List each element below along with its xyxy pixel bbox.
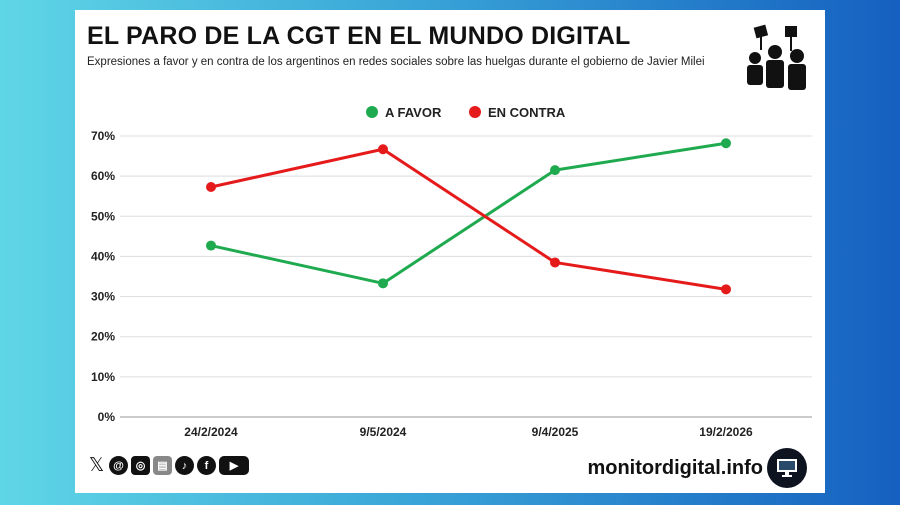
threads-icon[interactable]: @ <box>109 456 128 475</box>
site-url[interactable]: monitordigital.info <box>587 457 763 479</box>
y-tick-label: 20% <box>91 330 115 344</box>
legend-marker <box>366 106 378 118</box>
newsletter-icon[interactable]: ▤ <box>153 456 172 475</box>
y-tick-label: 50% <box>91 209 115 223</box>
x-icon[interactable]: 𝕏 <box>88 455 105 476</box>
data-point <box>721 138 731 149</box>
series-line-a-favor <box>210 141 727 285</box>
protest-icon <box>747 24 806 90</box>
legend-marker <box>469 106 481 118</box>
data-point <box>206 240 216 251</box>
legend-label: EN CONTRA <box>488 105 566 120</box>
infographic-card: EL PARO DE LA CGT EN EL MUNDO DIGITAL Ex… <box>75 10 825 493</box>
data-point <box>378 144 388 155</box>
data-point <box>550 165 560 176</box>
series-line-en-contra <box>210 147 727 291</box>
data-point <box>206 181 216 192</box>
facebook-icon[interactable]: f <box>197 456 216 475</box>
data-point <box>550 257 560 268</box>
legend-label: A FAVOR <box>385 105 442 120</box>
y-tick-label: 70% <box>91 129 115 143</box>
x-tick-label: 9/5/2024 <box>360 425 407 439</box>
x-tick-label: 9/4/2025 <box>532 425 579 439</box>
y-tick-label: 60% <box>91 169 115 183</box>
y-tick-label: 0% <box>98 410 116 424</box>
chart-title: EL PARO DE LA CGT EN EL MUNDO DIGITAL <box>87 22 631 50</box>
social-icons: 𝕏 @ ◎ ▤ ♪ f ▶ <box>87 455 249 476</box>
y-tick-label: 40% <box>91 249 115 263</box>
monitor-logo-icon <box>767 448 807 488</box>
x-tick-label: 24/2/2024 <box>184 425 238 439</box>
y-tick-label: 10% <box>91 370 115 384</box>
youtube-icon[interactable]: ▶ <box>219 456 249 475</box>
y-tick-label: 30% <box>91 290 115 304</box>
x-tick-label: 19/2/2026 <box>699 425 753 439</box>
data-point <box>378 278 388 289</box>
instagram-icon[interactable]: ◎ <box>131 456 150 475</box>
chart-subtitle: Expresiones a favor y en contra de los a… <box>87 56 705 68</box>
line-chart: 0% 10% 20% 30% 40% 50% 60% 70% 24/2/2024 9/5/2024… <box>91 105 812 439</box>
data-point <box>721 284 731 295</box>
tiktok-icon[interactable]: ♪ <box>175 456 194 475</box>
